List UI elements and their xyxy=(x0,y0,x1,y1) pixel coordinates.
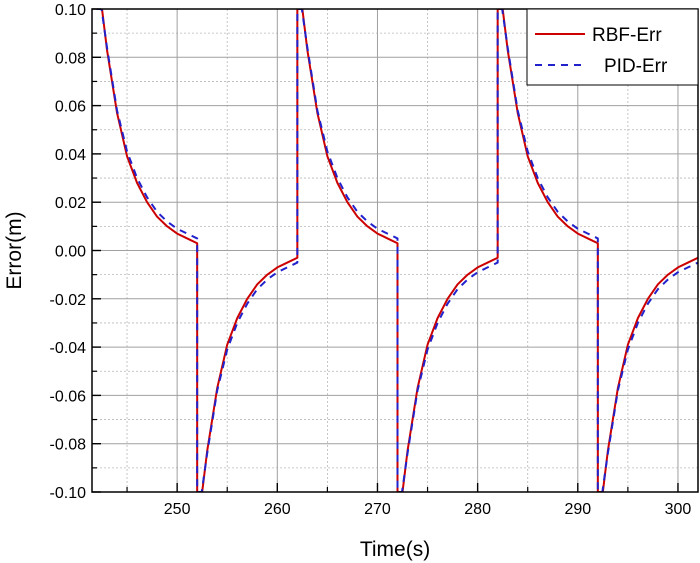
legend: RBF-Err PID-Err xyxy=(526,8,699,86)
y-tick-label: 0.06 xyxy=(55,99,86,116)
y-tick-label: -0.04 xyxy=(50,340,87,357)
x-axis-title: Time(s) xyxy=(360,538,430,561)
y-tick-label: 0.02 xyxy=(55,195,86,212)
x-tick-label: 270 xyxy=(364,501,391,518)
series-line-pid-err xyxy=(96,9,698,492)
x-tick-label: 300 xyxy=(665,501,692,518)
legend-box xyxy=(526,8,699,86)
y-tick-label: -0.08 xyxy=(50,437,87,454)
y-tick-label: -0.10 xyxy=(50,485,87,502)
y-tick-label: -0.06 xyxy=(50,388,87,405)
y-tick-label: 0.00 xyxy=(55,244,86,261)
y-tick-label: -0.02 xyxy=(50,292,87,309)
legend-label-pid-err: PID-Err xyxy=(604,56,668,77)
x-tick-labels: 250 260 270 280 290 300 xyxy=(164,501,692,518)
x-tick-label: 280 xyxy=(464,501,491,518)
x-tick-label: 290 xyxy=(564,501,591,518)
y-tick-labels: -0.10 -0.08 -0.06 -0.04 -0.02 0.00 0.02 0.04 0.0… xyxy=(50,2,87,502)
x-tick-label: 260 xyxy=(264,501,291,518)
y-tick-label: 0.10 xyxy=(55,2,86,19)
tick-marks xyxy=(92,8,679,493)
x-tick-label: 250 xyxy=(164,501,191,518)
series-layer xyxy=(96,9,698,492)
legend-label-rbf-err: RBF-Err xyxy=(592,25,662,46)
y-axis-title: Error(m) xyxy=(3,211,26,289)
y-tick-label: 0.04 xyxy=(55,147,86,164)
y-tick-label: 0.08 xyxy=(55,50,86,67)
